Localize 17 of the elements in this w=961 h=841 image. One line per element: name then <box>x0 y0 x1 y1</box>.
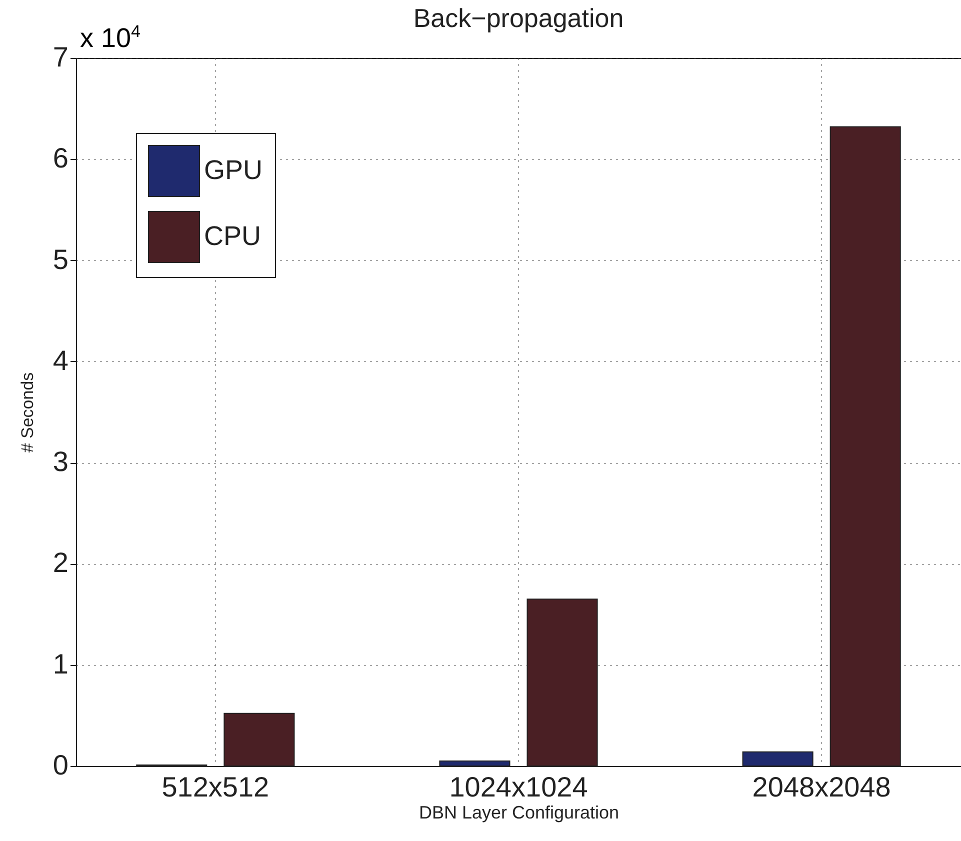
y-tick-label: 6 <box>52 142 68 174</box>
x-axis-title: DBN Layer Configuration <box>418 802 620 822</box>
text: x 10$^{4}$ <box>80 22 141 54</box>
y-tick-label: 0 <box>52 750 68 780</box>
x-tick-label: 512x512 <box>162 772 270 802</box>
y-tick-label: 5 <box>52 244 68 275</box>
y-tick-label: 2 <box>52 547 68 578</box>
legend-label: GPU <box>204 155 263 185</box>
x-tick-label: 1024x1024 <box>449 772 588 802</box>
y-axis-title: # Seconds <box>18 372 37 453</box>
y-tick-label: 7 <box>52 42 68 72</box>
y-tick-label: 4 <box>52 344 68 376</box>
chart-title: Back−propagation <box>413 3 624 33</box>
y-tick-label: 3 <box>52 446 68 478</box>
y-tick-label: 1 <box>52 648 68 680</box>
x-tick-label: 2048x2048 <box>752 772 891 802</box>
legend-label: CPU <box>204 221 262 251</box>
